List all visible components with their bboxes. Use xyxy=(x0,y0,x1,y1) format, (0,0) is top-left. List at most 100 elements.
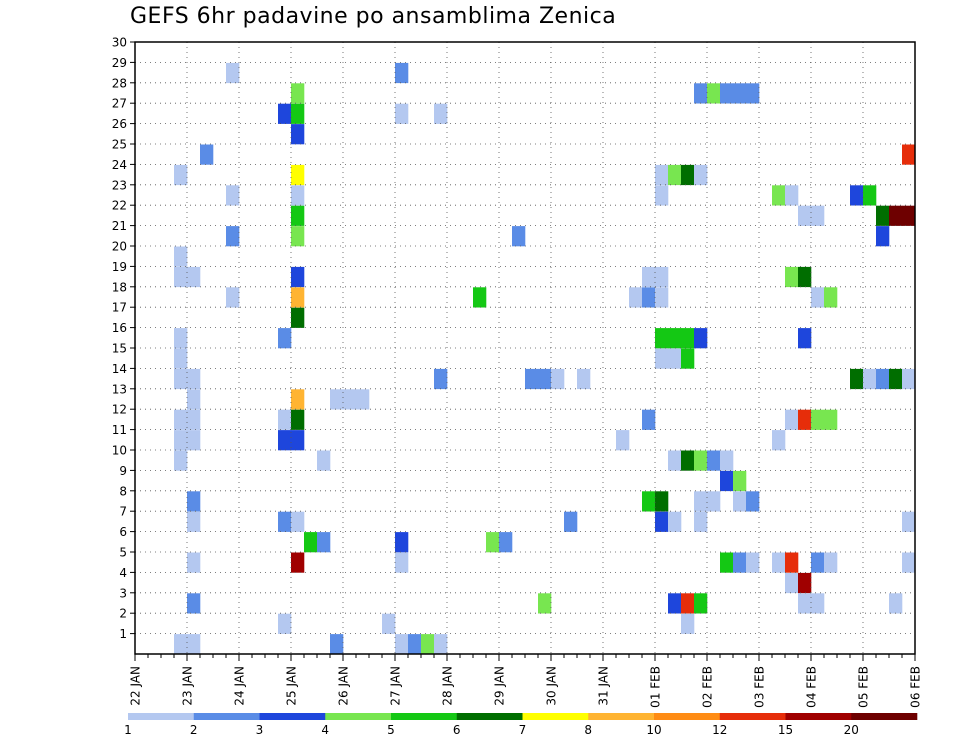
heatmap-cell xyxy=(668,348,682,369)
y-tick-label: 5 xyxy=(119,546,127,560)
x-tick-label: 23 JAN xyxy=(181,666,195,706)
y-tick-label: 17 xyxy=(112,301,127,315)
heatmap-cell xyxy=(655,266,669,288)
heatmap-cell xyxy=(291,409,305,430)
heatmap-cell xyxy=(187,368,201,390)
heatmap-cell xyxy=(863,185,877,206)
heatmap-cell xyxy=(278,409,292,430)
heatmap-cell xyxy=(538,368,552,390)
heatmap-cell xyxy=(876,226,890,247)
heatmap-cell xyxy=(694,164,708,186)
heatmap-cell xyxy=(889,593,903,614)
heatmap-cell xyxy=(902,144,916,165)
x-tick-label: 27 JAN xyxy=(389,666,403,706)
heatmap-cell xyxy=(174,430,188,451)
heatmap-cell xyxy=(174,409,188,430)
heatmap-cell xyxy=(681,593,695,614)
heatmap-cell xyxy=(785,552,799,573)
legend-label: 8 xyxy=(584,723,592,737)
y-tick-label: 28 xyxy=(112,76,127,90)
heatmap-cell xyxy=(278,328,292,349)
x-tick-label: 04 FEB xyxy=(805,666,819,708)
heatmap-cell xyxy=(291,205,305,226)
heatmap-cell xyxy=(174,348,188,369)
heatmap-cell xyxy=(824,552,838,573)
heatmap-cell xyxy=(811,287,825,308)
heatmap-cell xyxy=(655,185,669,206)
legend-label: 10 xyxy=(646,723,661,737)
heatmap-cell xyxy=(876,205,890,226)
y-tick-label: 1 xyxy=(119,627,127,641)
legend-swatch xyxy=(654,713,721,720)
heatmap-cell xyxy=(395,532,409,553)
heatmap-cell xyxy=(291,287,305,308)
heatmap-cell xyxy=(694,450,708,471)
heatmap-cell xyxy=(668,511,682,532)
heatmap-cell xyxy=(798,409,812,430)
heatmap-cell xyxy=(746,552,760,573)
legend-swatch xyxy=(588,713,655,720)
heatmap-cell xyxy=(733,491,747,512)
heatmap-cell xyxy=(187,552,201,573)
heatmap-cell xyxy=(798,572,812,594)
heatmap-cell xyxy=(291,185,305,206)
heatmap-cell xyxy=(772,430,786,451)
heatmap-cell xyxy=(798,328,812,349)
legend-label: 5 xyxy=(387,723,395,737)
y-tick-label: 25 xyxy=(112,138,127,152)
heatmap-cell xyxy=(642,491,656,512)
heatmap-cell xyxy=(668,593,682,614)
heatmap-cell xyxy=(226,185,240,206)
heatmap-cell xyxy=(200,144,214,165)
heatmap-cell xyxy=(902,368,916,390)
heatmap-cell xyxy=(668,328,682,349)
heatmap-cell xyxy=(694,511,708,532)
heatmap-cell xyxy=(174,634,188,655)
y-tick-label: 11 xyxy=(112,423,127,437)
legend-label: 1 xyxy=(124,723,132,737)
heatmap-cell xyxy=(434,368,448,390)
chart-title: GEFS 6hr padavine po ansamblima Zenica xyxy=(130,4,617,29)
x-tick-label: 02 FEB xyxy=(701,666,715,708)
legend-swatch xyxy=(391,713,458,720)
x-tick-label: 26 JAN xyxy=(337,666,351,706)
heatmap-cell xyxy=(434,634,448,655)
y-tick-label: 19 xyxy=(112,260,127,274)
heatmap-cell xyxy=(291,124,305,145)
heatmap-cells xyxy=(174,62,916,655)
heatmap-cell xyxy=(733,470,747,492)
heatmap-cell xyxy=(564,511,578,532)
heatmap-cell xyxy=(174,450,188,471)
y-tick-label: 29 xyxy=(112,56,127,70)
y-tick-label: 12 xyxy=(112,403,127,417)
heatmap-cell xyxy=(551,368,565,390)
heatmap-cell xyxy=(291,226,305,247)
heatmap-cell xyxy=(395,62,409,84)
heatmap-cell xyxy=(902,205,916,226)
heatmap-cell xyxy=(655,164,669,186)
heatmap-cell xyxy=(395,103,409,124)
y-tick-label: 22 xyxy=(112,199,127,213)
heatmap-cell xyxy=(655,348,669,369)
heatmap-cell xyxy=(525,368,539,390)
heatmap-cell xyxy=(694,491,708,512)
y-tick-label: 2 xyxy=(119,607,127,621)
y-tick-label: 4 xyxy=(119,566,127,580)
heatmap-cell xyxy=(681,450,695,471)
heatmap-cell xyxy=(694,328,708,349)
legend-label: 6 xyxy=(453,723,461,737)
heatmap-cell xyxy=(655,328,669,349)
y-tick-label: 23 xyxy=(112,178,127,192)
x-tick-label: 06 FEB xyxy=(909,666,923,708)
y-tick-label: 21 xyxy=(112,219,127,233)
heatmap-cell xyxy=(811,409,825,430)
heatmap-cell xyxy=(382,613,396,634)
legend-swatch xyxy=(325,713,392,720)
legend-label: 4 xyxy=(321,723,329,737)
heatmap-cell xyxy=(772,185,786,206)
heatmap-cell xyxy=(733,83,747,104)
heatmap-cell xyxy=(863,368,877,390)
x-tick-label: 01 FEB xyxy=(649,666,663,708)
heatmap-cell xyxy=(330,389,344,410)
heatmap-cell xyxy=(174,266,188,288)
